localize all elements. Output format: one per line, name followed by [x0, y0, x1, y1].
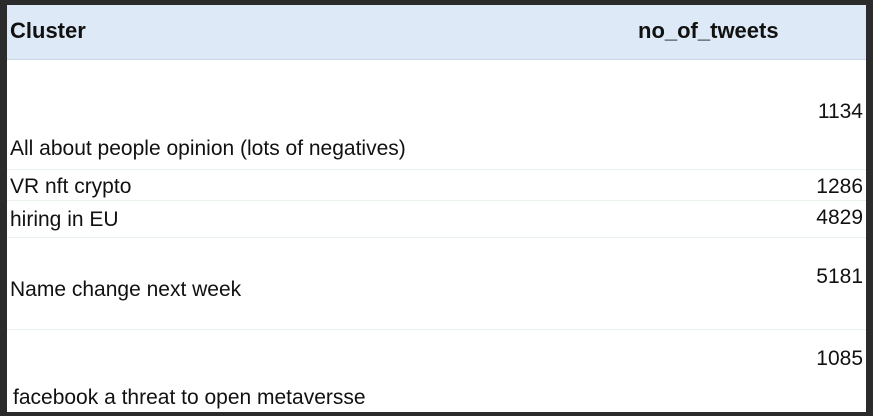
header-no-of-tweets[interactable]: no_of_tweets [638, 18, 779, 43]
cluster-cell[interactable]: hiring in EU [10, 208, 119, 231]
tweets-count-cell[interactable]: 1286 [816, 175, 863, 198]
table-row: All about people opinion (lots of negati… [7, 60, 866, 170]
cluster-cell[interactable]: Name change next week [10, 278, 242, 301]
cluster-cell[interactable]: All about people opinion (lots of negati… [10, 137, 406, 160]
header-cluster[interactable]: Cluster [10, 18, 86, 43]
table-row: hiring in EU 4829 [7, 201, 866, 238]
tweets-count-cell[interactable]: 4829 [816, 206, 863, 229]
tweets-count-cell[interactable]: 1085 [816, 347, 863, 370]
tweets-count-cell[interactable]: 5181 [816, 265, 863, 288]
table-row: VR nft crypto 1286 [7, 170, 866, 201]
table-row: Name change next week 5181 [7, 238, 866, 330]
cluster-cell[interactable]: VR nft crypto [10, 175, 132, 198]
tweets-count-cell[interactable]: 1134 [817, 100, 863, 123]
cluster-cell[interactable]: facebook a threat to open metaversse [13, 386, 366, 409]
table-header-row: Cluster no_of_tweets [7, 5, 866, 60]
spreadsheet-table: Cluster no_of_tweets All about people op… [7, 5, 866, 412]
table-row: facebook a threat to open metaversse 108… [7, 330, 866, 412]
